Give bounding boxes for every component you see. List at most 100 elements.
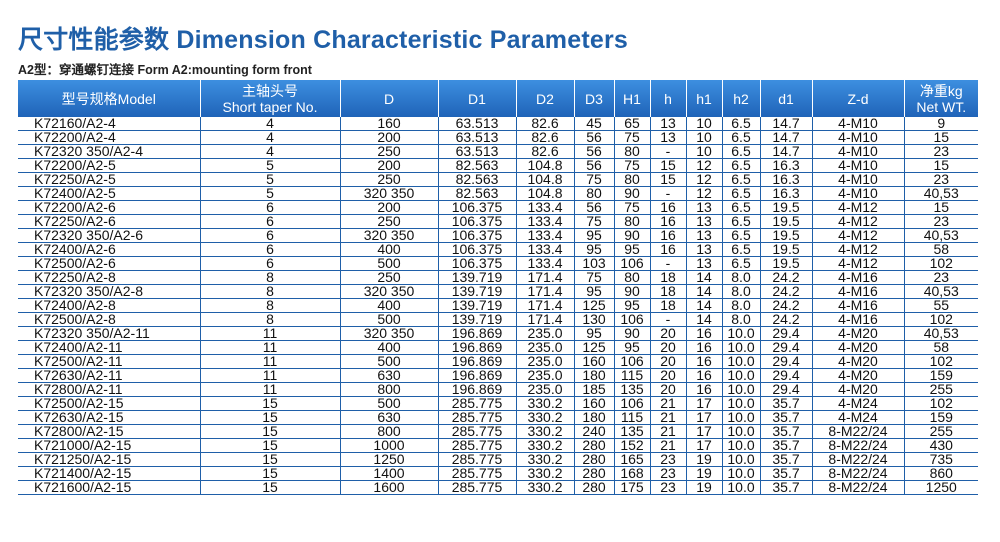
- table-cell: 29.4: [760, 368, 813, 383]
- table-cell: 14: [686, 270, 723, 285]
- model-cell: K72200/A2-4: [18, 130, 201, 145]
- table-cell: 13: [686, 228, 723, 243]
- table-cell: 6.5: [722, 144, 761, 159]
- table-cell: 11: [200, 354, 341, 369]
- table-cell: 106.375: [438, 214, 517, 229]
- table-row: K72250/A2-8 8 250 139.719 171.4 75 80 18 14 8.0 24…: [18, 270, 978, 285]
- table-cell: 6: [200, 242, 341, 257]
- table-cell: 15: [904, 200, 978, 215]
- table-cell: 35.7: [760, 410, 813, 425]
- table-cell: 10.0: [722, 410, 761, 425]
- table-cell: 8.0: [722, 312, 761, 327]
- table-cell: 10.0: [722, 466, 761, 481]
- table-cell: 104.8: [516, 158, 575, 173]
- table-cell: 115: [614, 368, 651, 383]
- table-cell: 8.0: [722, 270, 761, 285]
- table-cell: 4-M20: [812, 354, 905, 369]
- table-cell: 18: [650, 270, 687, 285]
- table-cell: 280: [574, 466, 615, 481]
- table-cell: 6.5: [722, 228, 761, 243]
- table-cell: 430: [904, 438, 978, 453]
- table-cell: 180: [574, 410, 615, 425]
- table-row: K721600/A2-15 15 1600 285.775 330.2 280 175 23 1…: [18, 480, 978, 495]
- table-cell: 16.3: [760, 158, 813, 173]
- table-cell: 56: [574, 158, 615, 173]
- table-cell: 196.869: [438, 354, 517, 369]
- table-cell: 6: [200, 214, 341, 229]
- table-row: K72200/A2-6 6 200 106.375 133.4 56 75 16 13 6.5 19…: [18, 200, 978, 215]
- table-cell: 19.5: [760, 200, 813, 215]
- table-cell: 20: [650, 382, 687, 397]
- table-cell: 1600: [340, 480, 439, 495]
- table-cell: 8.0: [722, 298, 761, 313]
- table-cell: 235.0: [516, 340, 575, 355]
- table-cell: 35.7: [760, 424, 813, 439]
- table-cell: 15: [650, 158, 687, 173]
- table-cell: 75: [614, 200, 651, 215]
- table-cell: 106.375: [438, 228, 517, 243]
- table-cell: 12: [686, 158, 723, 173]
- table-cell: 15: [200, 466, 341, 481]
- table-cell: 133.4: [516, 200, 575, 215]
- table-cell: 18: [650, 284, 687, 299]
- table-cell: 133.4: [516, 242, 575, 257]
- table-cell: 133.4: [516, 256, 575, 271]
- table-cell: 133.4: [516, 214, 575, 229]
- table-cell: 23: [904, 214, 978, 229]
- model-cell: K72400/A2-6: [18, 242, 201, 257]
- table-cell: 75: [614, 130, 651, 145]
- table-cell: 200: [340, 130, 439, 145]
- table-cell: 17: [686, 410, 723, 425]
- table-row: K721250/A2-15 15 1250 285.775 330.2 280 165 23 1…: [18, 452, 978, 467]
- table-cell: 330.2: [516, 424, 575, 439]
- table-cell: 20: [650, 326, 687, 341]
- table-cell: 35.7: [760, 466, 813, 481]
- table-cell: 400: [340, 340, 439, 355]
- table-cell: 12: [686, 172, 723, 187]
- table-cell: 14.7: [760, 117, 813, 131]
- table-cell: 17: [686, 424, 723, 439]
- table-cell: 1400: [340, 466, 439, 481]
- table-cell: 58: [904, 242, 978, 257]
- table-cell: 95: [574, 242, 615, 257]
- table-cell: 4-M20: [812, 382, 905, 397]
- page-subtitle: A2型：穿通螺钉连接 Form A2:mounting form front: [18, 63, 312, 77]
- table-cell: 1250: [904, 480, 978, 495]
- table-row: K72800/A2-15 15 800 285.775 330.2 240 135 21 17 1…: [18, 424, 978, 439]
- table-cell: 10.0: [722, 326, 761, 341]
- table-cell: 11: [200, 340, 341, 355]
- page-title: 尺寸性能参数 Dimension Characteristic Paramete…: [18, 26, 628, 54]
- table-cell: 21: [650, 410, 687, 425]
- table-cell: 4-M20: [812, 326, 905, 341]
- table-cell: 160: [574, 354, 615, 369]
- table-cell: 8-M22/24: [812, 452, 905, 467]
- table-cell: -: [650, 256, 687, 271]
- table-cell: 13: [650, 117, 687, 131]
- table-cell: 125: [574, 340, 615, 355]
- table-cell: 9: [904, 117, 978, 131]
- table-cell: 4: [200, 144, 341, 159]
- table-cell: 200: [340, 200, 439, 215]
- table-cell: 8-M22/24: [812, 438, 905, 453]
- table-cell: 16.3: [760, 186, 813, 201]
- table-cell: 135: [614, 424, 651, 439]
- table-cell: 8: [200, 298, 341, 313]
- model-cell: K72320 350/A2-4: [18, 144, 201, 159]
- table-row: K72400/A2-5 5 320 350 82.563 104.8 80 90-12 6.5…: [18, 186, 978, 201]
- table-cell: 90: [614, 284, 651, 299]
- table-row: K72320 350/A2-6 6 320 350 106.375 133.4 95 90 1…: [18, 228, 978, 243]
- table-cell: 95: [574, 284, 615, 299]
- table-cell: 16: [650, 200, 687, 215]
- table-cell: 55: [904, 298, 978, 313]
- table-cell: 13: [650, 130, 687, 145]
- table-cell: 19.5: [760, 214, 813, 229]
- table-cell: 15: [904, 158, 978, 173]
- table-cell: 29.4: [760, 382, 813, 397]
- table-cell: 56: [574, 200, 615, 215]
- table-row: K72160/A2-4 4 160 63.513 82.6 45 65 13 10 6.5 14.7…: [18, 117, 978, 131]
- table-cell: 15: [200, 452, 341, 467]
- table-cell: 90: [614, 186, 651, 201]
- table-cell: 15: [200, 480, 341, 495]
- table-cell: 13: [686, 214, 723, 229]
- table-row: K721000/A2-15 15 1000 285.775 330.2 280 152 21 1…: [18, 438, 978, 453]
